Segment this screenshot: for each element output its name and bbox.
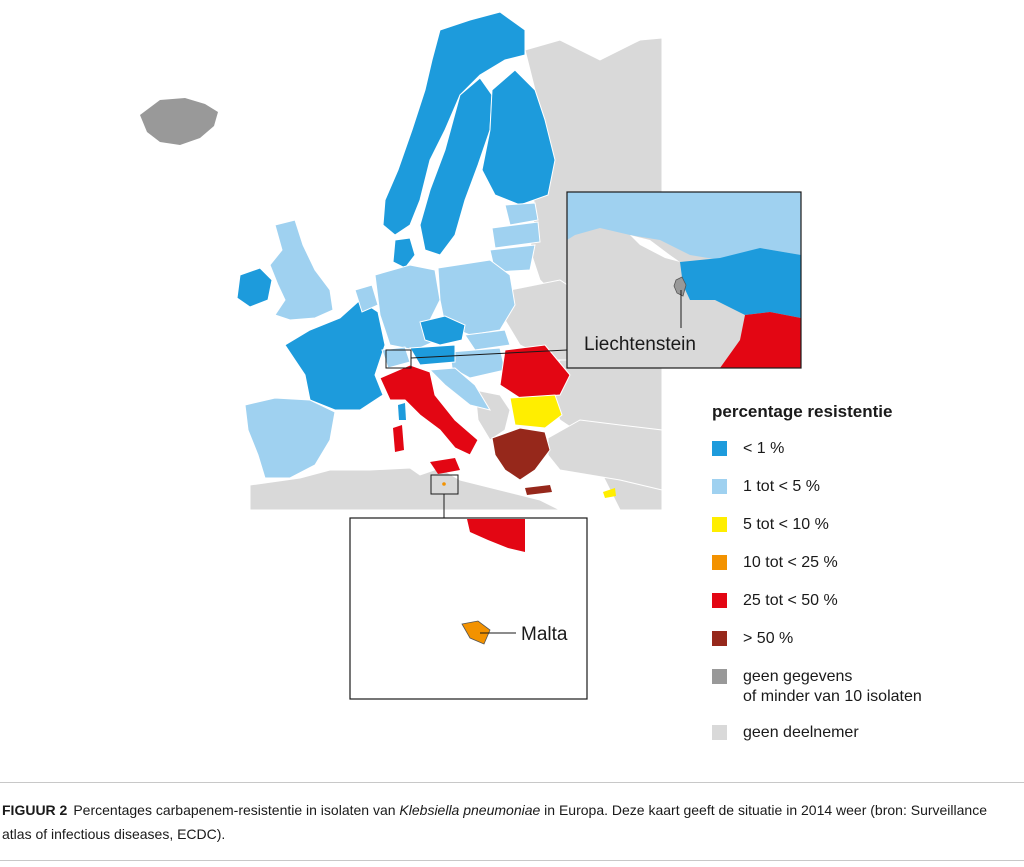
denmark	[392, 237, 416, 269]
legend-item: 1 tot < 5 %	[712, 477, 1012, 515]
legend-label: < 1 %	[743, 440, 785, 457]
legend-swatch	[712, 669, 727, 684]
czech-republic	[419, 315, 466, 346]
united-kingdom	[269, 219, 334, 321]
central-europe-lt1	[409, 315, 466, 366]
caption-label: FIGUUR 2	[2, 802, 68, 818]
bulgaria	[509, 394, 563, 429]
legend-items: < 1 % 1 tot < 5 % 5 tot < 10 % 10 tot < 25 …	[712, 439, 1012, 761]
legend-label: 5 tot < 10 %	[743, 516, 829, 533]
austria	[409, 344, 456, 366]
poland	[437, 259, 516, 336]
legend-swatch	[712, 593, 727, 608]
malta-inset: Malta	[349, 517, 588, 700]
europe-map: Liechtenstein Malta	[140, 11, 802, 700]
liechtenstein-inset: Liechtenstein	[566, 191, 802, 369]
malta-locator-dot	[442, 482, 446, 486]
slovenia-croatia	[428, 367, 492, 411]
legend-swatch	[712, 479, 727, 494]
inset-sicily	[467, 519, 525, 552]
inset-lake	[630, 235, 680, 262]
figure-caption: FIGUUR 2 Percentages carbapenem-resistent…	[2, 798, 1020, 846]
legend-title: percentage resistentie	[712, 402, 893, 421]
finland	[481, 69, 556, 206]
legend-label: 1 tot < 5 %	[743, 478, 820, 495]
legend-swatch	[712, 725, 727, 740]
sardinia	[393, 425, 404, 452]
norway	[382, 11, 526, 236]
cyprus	[603, 488, 616, 498]
legend-item: geen gegevens of minder van 10 isolaten	[712, 667, 1012, 723]
latvia	[491, 221, 541, 249]
legend-item: geen deelnemer	[712, 723, 1012, 761]
legend-item: < 1 %	[712, 439, 1012, 477]
caption-text-after: in Europa. Deze kaart geeft de situatie …	[2, 802, 987, 842]
liechtenstein-inset-frame	[566, 191, 802, 369]
legend-label: > 50 %	[743, 630, 794, 647]
iberia	[244, 397, 336, 479]
legend-label: geen gegevens of minder van 10 isolaten	[743, 668, 922, 705]
corsica	[398, 403, 406, 420]
legend-label: geen deelnemer	[743, 724, 859, 741]
liechtenstein-connector	[410, 349, 568, 359]
legend-item: 5 tot < 10 %	[712, 515, 1012, 553]
romania	[499, 344, 571, 399]
liechtenstein-label: Liechtenstein	[584, 334, 696, 355]
legend-swatch	[712, 555, 727, 570]
liechtenstein-locator-box	[385, 349, 412, 369]
france	[284, 299, 386, 411]
baltics	[489, 202, 541, 273]
legend-label: 25 tot < 50 %	[743, 592, 838, 609]
caption-top-rule	[0, 782, 1024, 783]
iceland	[140, 98, 218, 145]
caption-species: Klebsiella pneumoniae	[399, 802, 541, 818]
legend-swatch	[712, 517, 727, 532]
legend-swatch	[712, 631, 727, 646]
inset-malta	[461, 620, 491, 645]
inset-liechtenstein	[673, 276, 687, 297]
legend-label: 10 tot < 25 %	[743, 554, 838, 571]
slovakia	[464, 329, 511, 351]
legend-item: > 50 %	[712, 629, 1012, 667]
sicily	[430, 458, 460, 474]
caption-bottom-rule	[0, 860, 1024, 861]
inset-italy	[720, 312, 801, 368]
italy	[379, 364, 479, 456]
crete	[525, 485, 552, 495]
legend: percentage resistentie < 1 % 1 tot < 5 % 5…	[712, 402, 1012, 761]
malta-label: Malta	[521, 624, 568, 645]
inset-germany	[567, 192, 801, 260]
benelux	[354, 284, 379, 313]
legend-item: 25 tot < 50 %	[712, 591, 1012, 629]
estonia	[504, 202, 539, 226]
turkey-region	[547, 419, 663, 491]
caption-text-before: Percentages carbapenem-resistentie in is…	[73, 802, 400, 818]
malta-inset-frame	[349, 517, 588, 700]
inset-austria	[680, 248, 801, 318]
legend-swatch	[712, 441, 727, 456]
legend-item: 10 tot < 25 %	[712, 553, 1012, 591]
ireland	[236, 267, 273, 308]
scandinavia	[382, 11, 556, 269]
greece	[491, 427, 551, 481]
